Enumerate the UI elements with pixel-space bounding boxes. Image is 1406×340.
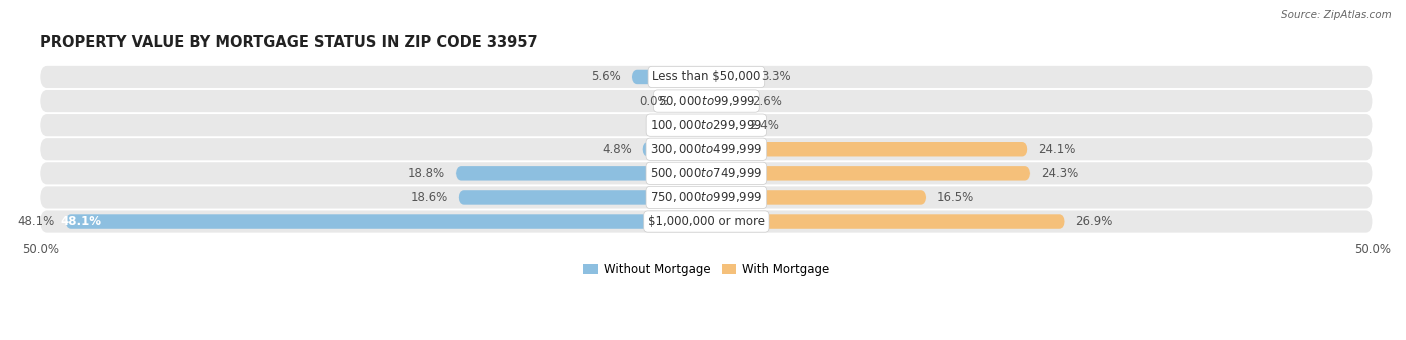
FancyBboxPatch shape bbox=[706, 190, 927, 205]
Text: Less than $50,000: Less than $50,000 bbox=[652, 70, 761, 83]
Text: 18.6%: 18.6% bbox=[411, 191, 449, 204]
Text: $750,000 to $999,999: $750,000 to $999,999 bbox=[650, 190, 762, 204]
Text: 2.4%: 2.4% bbox=[749, 119, 779, 132]
FancyBboxPatch shape bbox=[41, 210, 1372, 233]
Text: 24.1%: 24.1% bbox=[1038, 143, 1076, 156]
FancyBboxPatch shape bbox=[458, 190, 706, 205]
Text: $300,000 to $499,999: $300,000 to $499,999 bbox=[650, 142, 762, 156]
FancyBboxPatch shape bbox=[643, 142, 706, 156]
FancyBboxPatch shape bbox=[706, 214, 1064, 229]
Text: 26.9%: 26.9% bbox=[1076, 215, 1112, 228]
FancyBboxPatch shape bbox=[456, 166, 706, 181]
FancyBboxPatch shape bbox=[41, 138, 1372, 160]
Text: $500,000 to $749,999: $500,000 to $749,999 bbox=[650, 166, 762, 180]
FancyBboxPatch shape bbox=[652, 118, 706, 132]
Text: 3.3%: 3.3% bbox=[761, 70, 790, 83]
Text: 4.8%: 4.8% bbox=[602, 143, 631, 156]
FancyBboxPatch shape bbox=[706, 166, 1031, 181]
Legend: Without Mortgage, With Mortgage: Without Mortgage, With Mortgage bbox=[579, 258, 834, 280]
Text: 18.8%: 18.8% bbox=[408, 167, 446, 180]
FancyBboxPatch shape bbox=[41, 66, 1372, 88]
FancyBboxPatch shape bbox=[706, 118, 738, 132]
FancyBboxPatch shape bbox=[41, 162, 1372, 184]
Text: $50,000 to $99,999: $50,000 to $99,999 bbox=[658, 94, 755, 108]
FancyBboxPatch shape bbox=[706, 70, 751, 84]
FancyBboxPatch shape bbox=[41, 114, 1372, 136]
Text: $100,000 to $299,999: $100,000 to $299,999 bbox=[651, 118, 762, 132]
Text: PROPERTY VALUE BY MORTGAGE STATUS IN ZIP CODE 33957: PROPERTY VALUE BY MORTGAGE STATUS IN ZIP… bbox=[41, 35, 538, 50]
FancyBboxPatch shape bbox=[41, 90, 1372, 112]
Text: 48.1%: 48.1% bbox=[60, 215, 101, 228]
Text: 48.1%: 48.1% bbox=[18, 215, 55, 228]
FancyBboxPatch shape bbox=[706, 94, 741, 108]
Text: 5.6%: 5.6% bbox=[592, 70, 621, 83]
Text: 0.0%: 0.0% bbox=[640, 95, 669, 107]
FancyBboxPatch shape bbox=[41, 186, 1372, 208]
FancyBboxPatch shape bbox=[706, 142, 1028, 156]
Text: 16.5%: 16.5% bbox=[936, 191, 974, 204]
FancyBboxPatch shape bbox=[631, 70, 706, 84]
Text: 24.3%: 24.3% bbox=[1040, 167, 1078, 180]
Text: Source: ZipAtlas.com: Source: ZipAtlas.com bbox=[1281, 10, 1392, 20]
FancyBboxPatch shape bbox=[66, 214, 706, 229]
Text: $1,000,000 or more: $1,000,000 or more bbox=[648, 215, 765, 228]
Text: 2.6%: 2.6% bbox=[752, 95, 782, 107]
